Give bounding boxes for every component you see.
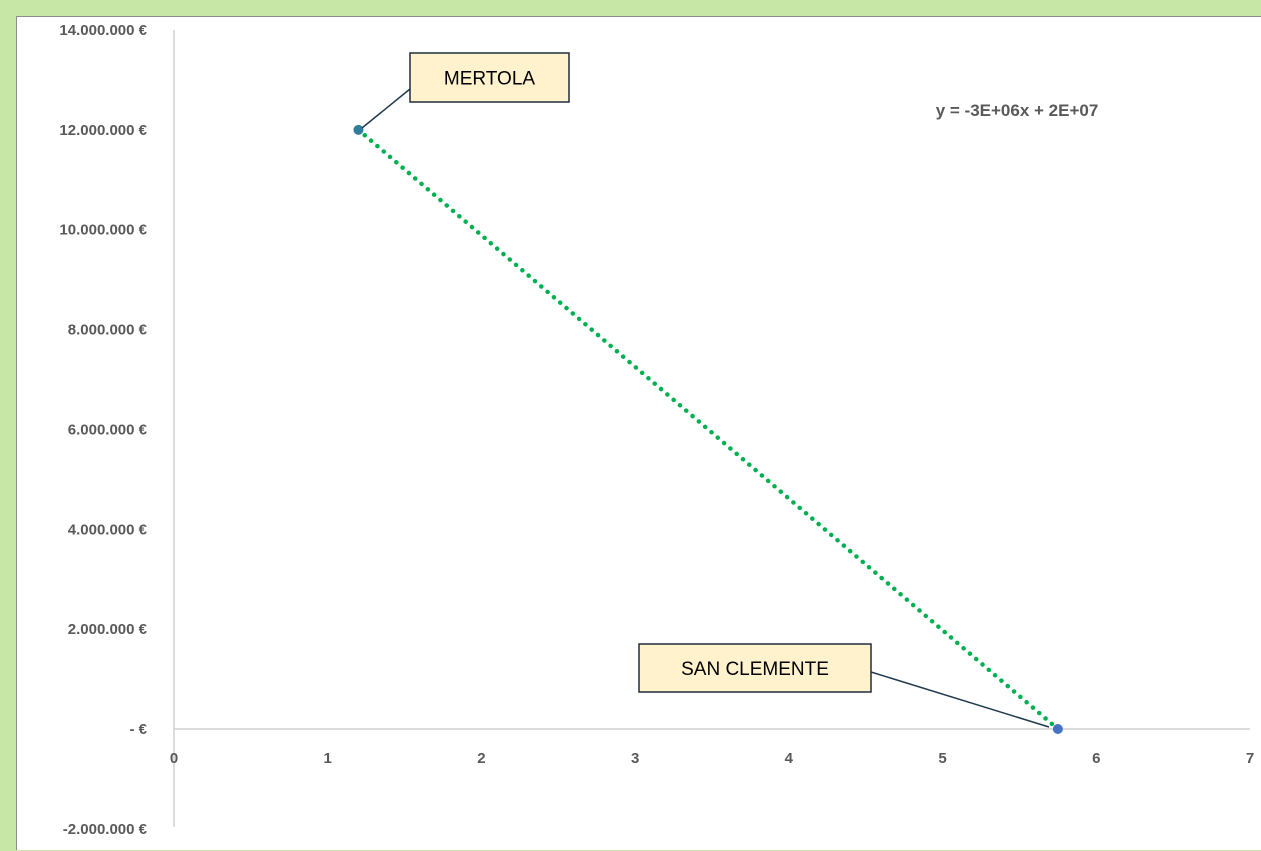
data-point bbox=[1052, 724, 1063, 734]
x-tick-label: 7 bbox=[1246, 750, 1254, 767]
scatter-chart: -2.000.000 € - € 2.000.000 € 4.000.000 € 6.0… bbox=[59, 22, 1254, 838]
callouts-layer: MERTOLA SAN CLEMENTE bbox=[361, 52, 1050, 728]
y-tick-label: -2.000.000 € bbox=[63, 821, 148, 838]
x-tick-label: 1 bbox=[324, 750, 332, 767]
axes: -2.000.000 € - € 2.000.000 € 4.000.000 € 6.0… bbox=[59, 22, 1254, 838]
data-label: SAN CLEMENTE bbox=[681, 659, 829, 680]
y-tick-label: 12.000.000 € bbox=[59, 122, 147, 139]
y-tick-label: 4.000.000 € bbox=[68, 521, 148, 538]
y-tick-label: 14.000.000 € bbox=[59, 22, 147, 39]
y-tick-label: 2.000.000 € bbox=[68, 621, 148, 638]
trendline bbox=[356, 127, 1061, 732]
x-tick-label: 4 bbox=[785, 750, 794, 767]
trendline-equation: y = -3E+06x + 2E+07 bbox=[936, 101, 1099, 120]
data-label: MERTOLA bbox=[444, 69, 535, 90]
data-point bbox=[353, 124, 364, 135]
callout-leader-line bbox=[870, 671, 1050, 728]
y-tick-label: 10.000.000 € bbox=[59, 222, 147, 239]
y-tick-label: 6.000.000 € bbox=[68, 421, 148, 438]
callout-leader-line bbox=[361, 88, 411, 129]
x-tick-label: 3 bbox=[631, 750, 639, 767]
x-tick-label: 6 bbox=[1092, 750, 1100, 767]
y-tick-label: 8.000.000 € bbox=[68, 322, 148, 339]
x-tick-label: 5 bbox=[938, 750, 946, 767]
callout-box bbox=[638, 643, 872, 693]
trendline-layer: y = -3E+06x + 2E+07 bbox=[356, 101, 1099, 732]
x-tick-label: 2 bbox=[477, 750, 485, 767]
chart-frame: -2.000.000 € - € 2.000.000 € 4.000.000 € 6.0… bbox=[16, 16, 1261, 850]
y-tick-label: - € bbox=[129, 721, 147, 738]
x-tick-label: 0 bbox=[170, 750, 178, 767]
points-layer bbox=[353, 124, 1063, 734]
callout-box bbox=[409, 52, 570, 103]
